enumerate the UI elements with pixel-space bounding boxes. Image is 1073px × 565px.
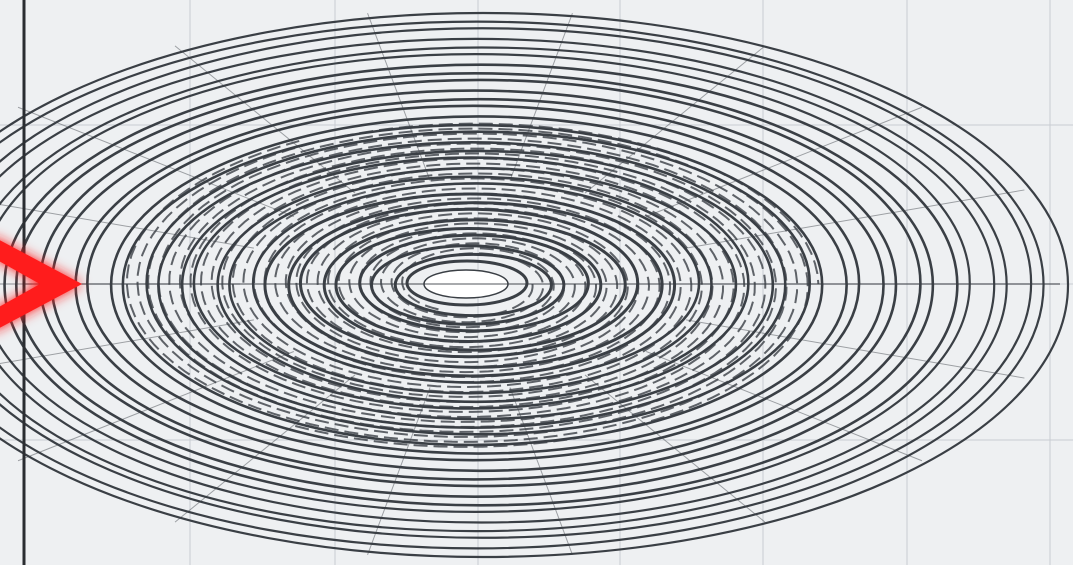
spiral-ring (0, 46, 996, 524)
spiral-ring (0, 37, 1008, 533)
spiral-ring (228, 175, 713, 395)
spiral-ring (109, 115, 848, 455)
spiral-ring (15, 72, 935, 498)
spiral-ring (192, 156, 750, 410)
red-arrow-icon (0, 240, 82, 328)
spiral-ring (358, 233, 590, 333)
spiral-ring (322, 218, 627, 352)
radial-spoke (686, 189, 1025, 249)
spiral-ring (405, 259, 529, 307)
spiral-ring (180, 149, 775, 421)
spiral-arm (125, 132, 799, 443)
radial-spoke (0, 203, 254, 249)
spiral-arm (147, 127, 809, 448)
radial-spoke (17, 106, 294, 217)
spiral-ring (0, 27, 1033, 539)
spiral-ring (0, 53, 971, 513)
spiral-ring (393, 252, 553, 318)
spiral-ring (0, 20, 1045, 550)
spiral-ring (86, 104, 861, 462)
spiral-ring (0, 11, 1069, 559)
spiral-ring (145, 130, 812, 436)
spiral-ring (3, 63, 959, 507)
radial-spoke (686, 319, 1025, 379)
spiral-ring (121, 123, 824, 447)
